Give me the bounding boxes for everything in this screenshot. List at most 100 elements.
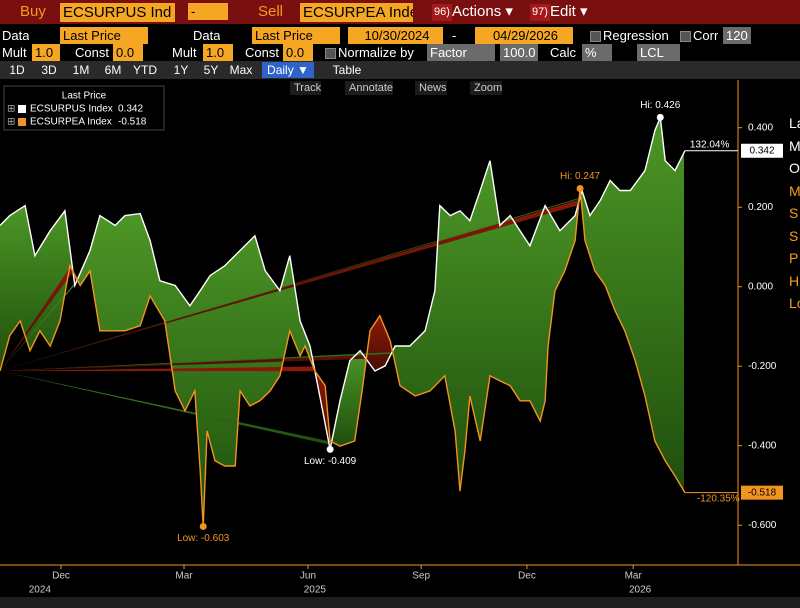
frequency-button[interactable]: Daily ▼ [262, 62, 314, 78]
side-panel-text[interactable]: O [789, 160, 800, 176]
period-button[interactable]: 1Y [173, 63, 189, 77]
sell-ticker[interactable]: ECSURPEA Inde [300, 3, 413, 22]
const-label: Const [245, 45, 279, 60]
mult-label: Mult [2, 45, 27, 60]
buy-ticker[interactable]: ECSURPUS Ind [60, 3, 175, 22]
regression-label: Regression [603, 28, 669, 43]
sell-label: Sell [258, 3, 284, 20]
const-label: Const [75, 45, 109, 60]
legend-box [3, 85, 165, 131]
period-button[interactable]: 3D [41, 63, 57, 77]
extreme-marker [576, 185, 584, 193]
x-year-label: 2025 [304, 585, 327, 596]
side-panel-text[interactable]: M [789, 182, 800, 199]
legend-name: ECSURPEA Index [30, 117, 112, 128]
checkbox[interactable] [325, 48, 336, 59]
side-panel-text[interactable]: S [789, 205, 799, 221]
y-tick-label: -0.600 [748, 520, 777, 531]
mult-value[interactable]: 1.0 [203, 44, 233, 61]
period-button[interactable]: 6M [104, 63, 122, 77]
extreme-marker [656, 113, 664, 121]
normalize-label: Normalize by [338, 45, 414, 60]
actions-menu: Actions ▾ [452, 3, 513, 20]
spread-fill [0, 213, 314, 523]
actions-number[interactable]: 96) [432, 4, 452, 21]
side-panel-text[interactable]: H [789, 272, 800, 289]
extreme-label: Low: -0.603 [177, 533, 230, 544]
change-label: 132.04% [690, 139, 730, 150]
mult-label: Mult [172, 45, 197, 60]
x-tick-label: Mar [175, 571, 193, 582]
chart-tool[interactable]: Annotate [345, 81, 394, 95]
legend-value: -0.518 [118, 117, 147, 128]
side-panel-text[interactable]: S [789, 227, 799, 244]
data-label: Data [2, 28, 30, 43]
y-tick-label: 0.000 [748, 281, 773, 292]
checkbox[interactable] [680, 31, 691, 42]
period-button[interactable]: Max [229, 63, 253, 77]
footer [0, 597, 800, 608]
legend-toggle: ⊞ [7, 117, 15, 128]
legend-swatch [18, 118, 26, 126]
extreme-label: Hi: 0.247 [560, 171, 600, 182]
y-tick-label: -0.200 [748, 361, 777, 372]
data-field[interactable]: Last Price [252, 27, 340, 44]
data-label: Data [193, 28, 221, 43]
calc-field[interactable]: % [582, 44, 612, 61]
period-button[interactable]: 5Y [203, 63, 219, 77]
x-tick-label: Jun [300, 571, 316, 582]
const-value[interactable]: 0.0 [113, 44, 143, 61]
period-button[interactable]: 1D [9, 63, 25, 77]
side-panel-text[interactable]: La [789, 115, 800, 131]
last-value-box [741, 143, 783, 158]
period-button[interactable]: YTD [133, 63, 157, 77]
x-tick-label: Dec [52, 571, 70, 582]
checkbox[interactable] [590, 31, 601, 42]
edit-menu: Edit ▾ [550, 3, 588, 20]
calc-label: Calc [550, 45, 577, 60]
buy-label: Buy [20, 3, 46, 20]
date-separator: - [452, 28, 457, 43]
spread-fill [0, 205, 72, 371]
last-value: 0.342 [749, 145, 774, 156]
const-value[interactable]: 0.0 [283, 44, 313, 61]
x-tick-label: Mar [625, 571, 643, 582]
side-panel-text[interactable]: Lo [789, 295, 800, 311]
y-tick-label: 0.200 [748, 202, 773, 213]
extreme-marker [326, 445, 334, 453]
change-label: -120.35% [697, 493, 740, 504]
chart-tool[interactable]: News [415, 81, 447, 95]
end-date[interactable]: 04/29/2026 [475, 27, 573, 44]
start-date[interactable]: 10/30/2024 [348, 27, 443, 44]
normalize-field[interactable]: Factor [427, 44, 495, 61]
table-button[interactable]: Table [332, 63, 362, 77]
extreme-label: Hi: 0.426 [640, 100, 680, 111]
spread-fill [0, 264, 77, 371]
legend-name: ECSURPUS Index [30, 104, 113, 115]
legend-swatch [18, 105, 26, 113]
corr-value[interactable]: 120 [723, 27, 751, 44]
side-panel-text[interactable]: M [789, 137, 800, 154]
edit-number[interactable]: 97) [530, 4, 550, 21]
last-value: -0.518 [748, 487, 777, 498]
mult-value[interactable]: 1.0 [32, 44, 60, 61]
x-year-label: 2026 [629, 585, 652, 596]
side-panel-text[interactable]: P [789, 250, 799, 266]
x-tick-label: Dec [518, 571, 536, 582]
x-tick-label: Sep [412, 571, 430, 582]
extreme-marker [199, 522, 207, 530]
buy-side[interactable]: - [188, 3, 228, 20]
period-button[interactable]: 1M [72, 63, 90, 77]
series-line [0, 188, 686, 527]
chart-tool[interactable]: Track [290, 81, 322, 95]
chart-tool[interactable]: Zoom [470, 81, 503, 95]
factor-value[interactable]: 100.0 [500, 44, 538, 61]
last-value-box [741, 485, 783, 500]
period-bar [0, 61, 800, 79]
x-year-label: 2024 [29, 585, 52, 596]
lcl-field[interactable]: LCL [637, 44, 680, 61]
legend-toggle: ⊞ [7, 104, 15, 115]
data-field[interactable]: Last Price [60, 27, 148, 44]
